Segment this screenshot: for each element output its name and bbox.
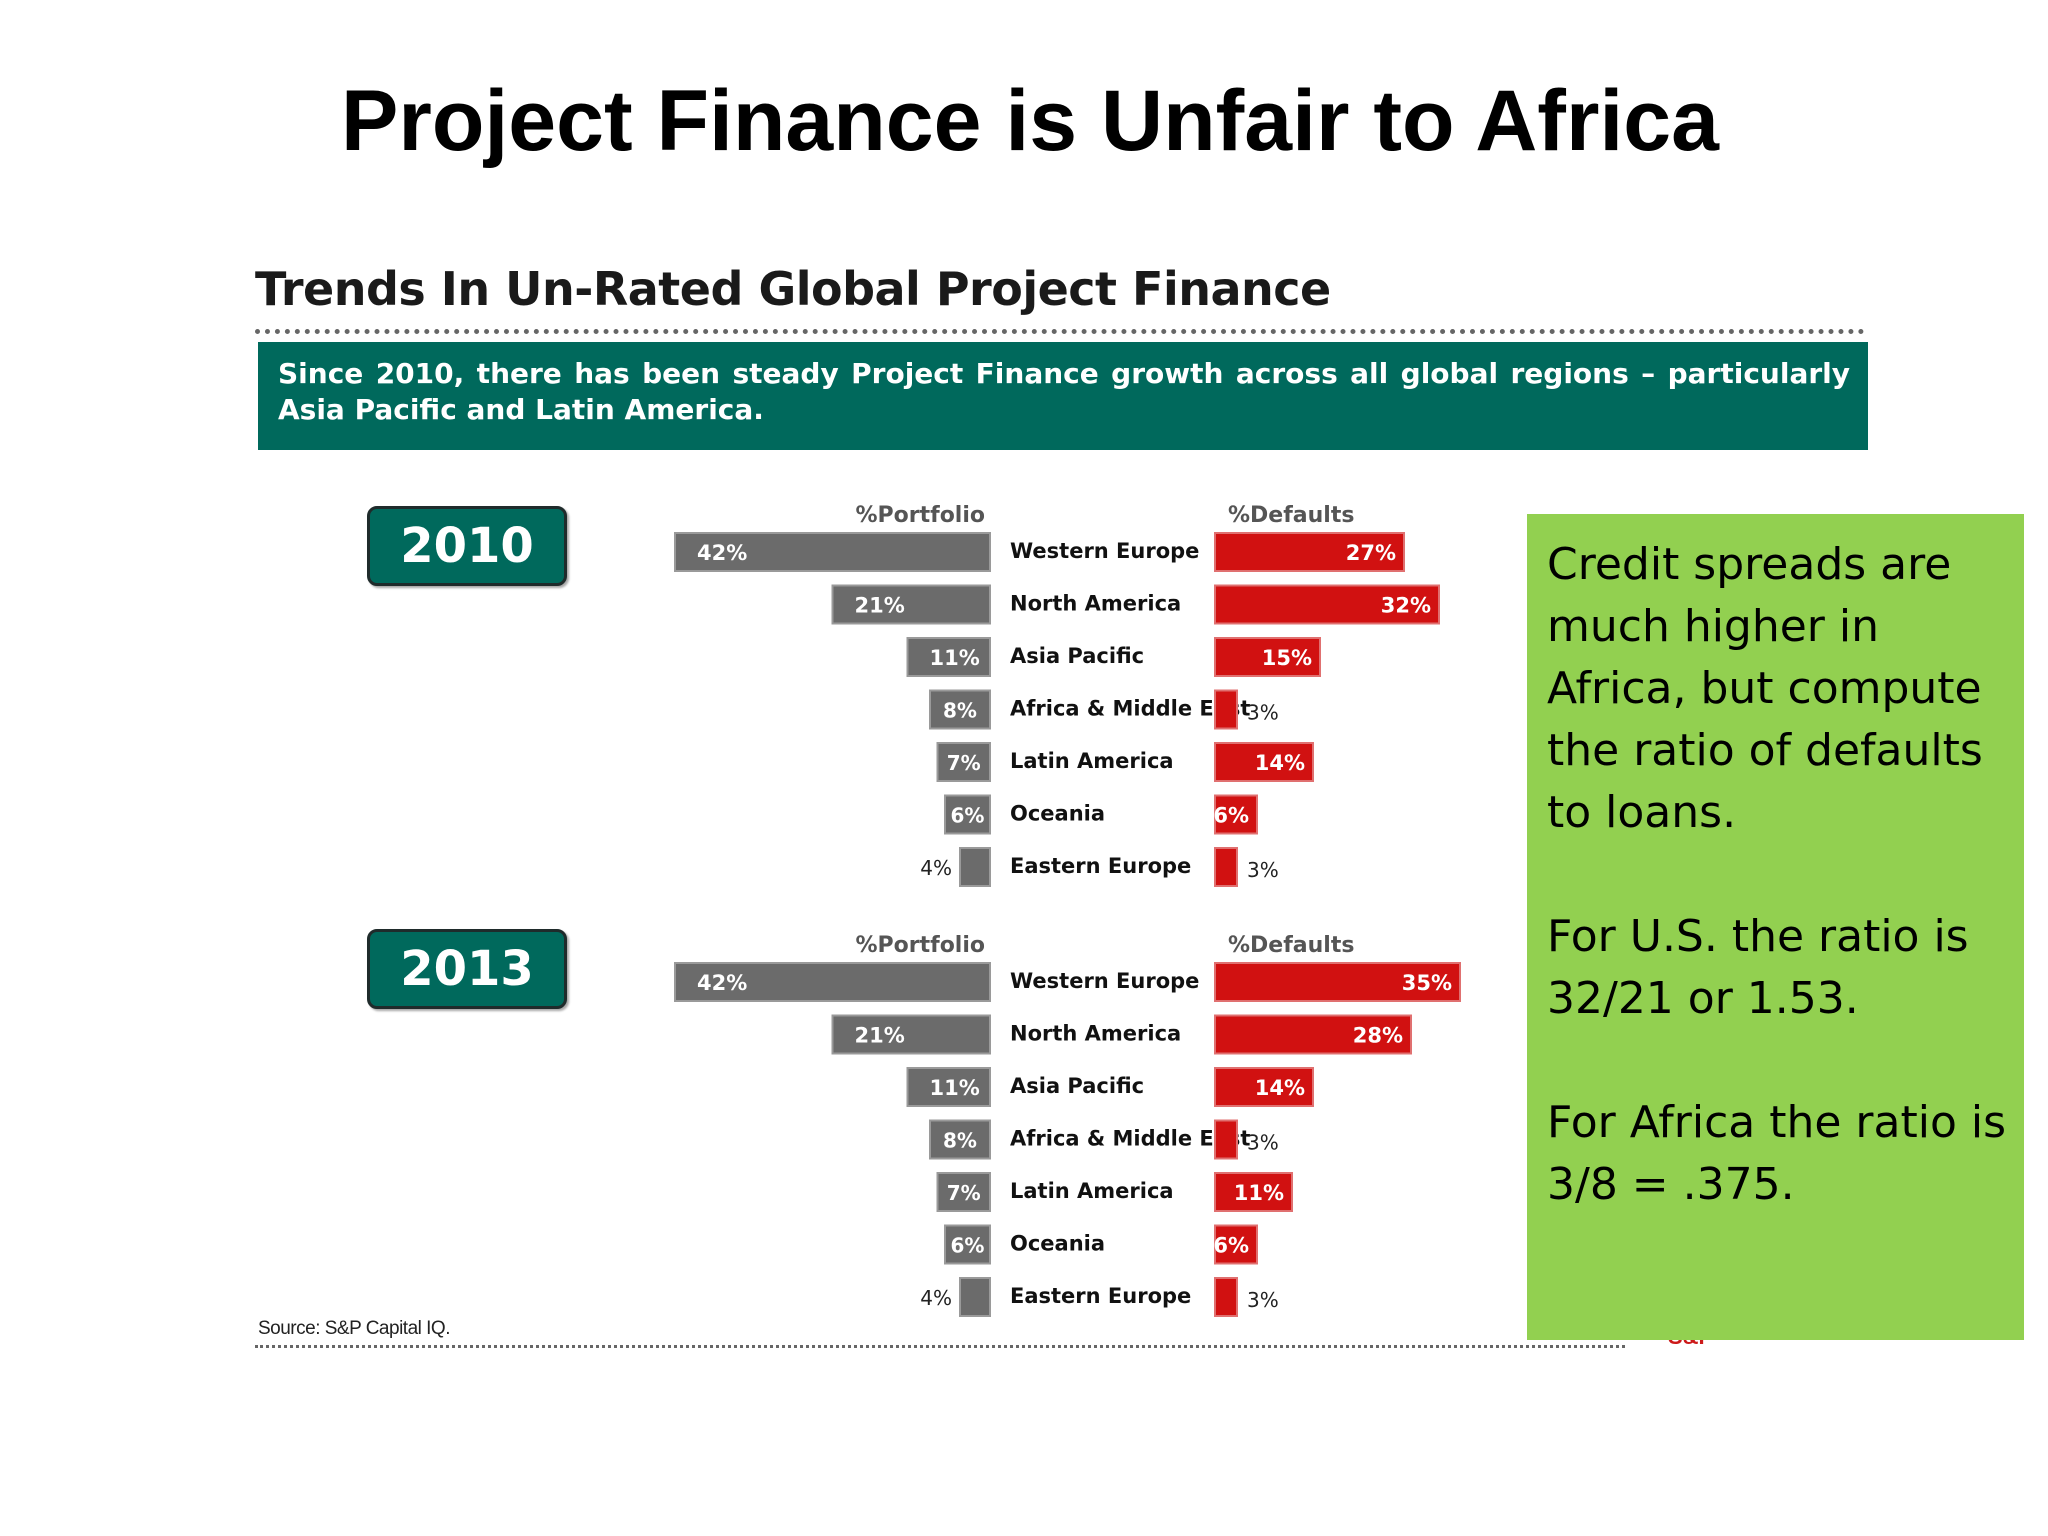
portfolio-bar (959, 847, 991, 887)
portfolio-bar (936, 742, 991, 782)
portfolio-bar (929, 1119, 991, 1160)
defaults-bar (1214, 742, 1314, 782)
defaults-bar (1214, 794, 1258, 835)
commentary-paragraph-2: For U.S. the ratio is 32/21 or 1.53. (1547, 911, 1969, 1024)
portfolio-bar (831, 1014, 991, 1055)
defaults-bar (1214, 962, 1461, 1002)
portfolio-header: %Portfolio (855, 933, 985, 958)
region-label: Western Europe (1010, 969, 1199, 993)
region-label: Africa & Middle East (1010, 697, 1250, 721)
bottom-divider (255, 1345, 1625, 1348)
portfolio-value-label: 4% (920, 1286, 952, 1310)
portfolio-bar (944, 1224, 991, 1265)
defaults-bar (1214, 1014, 1412, 1055)
portfolio-value-label: 21% (855, 594, 905, 618)
portfolio-bar (906, 637, 991, 677)
summary-banner: Since 2010, there has been steady Projec… (258, 342, 1868, 450)
defaults-value-label: 35% (1402, 971, 1452, 995)
defaults-value-label: 3% (1247, 1288, 1279, 1312)
defaults-value-label: 11% (1234, 1181, 1284, 1205)
portfolio-value-label: 21% (855, 1024, 905, 1048)
defaults-bar (1214, 532, 1405, 572)
top-divider (255, 329, 1865, 334)
portfolio-bar (944, 794, 991, 835)
defaults-bar (1214, 847, 1238, 887)
defaults-bar (1214, 637, 1321, 677)
defaults-bar (1214, 1277, 1238, 1317)
portfolio-bar (906, 1067, 991, 1107)
commentary-box: Credit spreads are much higher in Africa… (1527, 514, 2024, 1340)
portfolio-value-label: 42% (697, 971, 747, 995)
portfolio-value-label: 42% (697, 541, 747, 565)
region-label: Eastern Europe (1010, 1284, 1191, 1308)
portfolio-value-label: 6% (951, 804, 985, 828)
region-label: North America (1010, 1022, 1181, 1046)
portfolio-value-label: 11% (930, 646, 980, 670)
portfolio-value-label: 7% (947, 1181, 981, 1205)
defaults-value-label: 27% (1346, 541, 1396, 565)
year-badge-2013: 2013 (367, 929, 567, 1009)
defaults-value-label: 6% (1213, 1234, 1249, 1258)
defaults-bar (1214, 689, 1238, 730)
defaults-bar (1214, 1067, 1314, 1107)
region-label: Oceania (1010, 802, 1105, 826)
defaults-bar (1214, 1224, 1258, 1265)
slide-title: Project Finance is Unfair to Africa (341, 73, 1719, 169)
defaults-value-label: 3% (1247, 701, 1279, 725)
portfolio-bar (674, 532, 991, 572)
commentary-paragraph-1: Credit spreads are much higher in Africa… (1547, 539, 1983, 838)
defaults-header: %Defaults (1228, 503, 1354, 528)
defaults-header: %Defaults (1228, 933, 1354, 958)
portfolio-bar (831, 584, 991, 625)
region-label: Latin America (1010, 1179, 1174, 1203)
portfolio-bar (929, 689, 991, 730)
defaults-value-label: 32% (1381, 594, 1431, 618)
portfolio-value-label: 4% (920, 856, 952, 880)
portfolio-value-label: 8% (943, 699, 977, 723)
portfolio-bar (959, 1277, 991, 1317)
region-label: Latin America (1010, 749, 1174, 773)
commentary-paragraph-3: For Africa the ratio is 3/8 = .375. (1547, 1097, 2006, 1210)
defaults-bar (1214, 1119, 1238, 1160)
region-label: Oceania (1010, 1232, 1105, 1256)
defaults-value-label: 15% (1262, 646, 1312, 670)
defaults-value-label: 14% (1255, 1076, 1305, 1100)
portfolio-value-label: 6% (951, 1234, 985, 1258)
region-label: North America (1010, 592, 1181, 616)
region-label: Eastern Europe (1010, 854, 1191, 878)
region-label: Asia Pacific (1010, 644, 1144, 668)
region-label: Asia Pacific (1010, 1074, 1144, 1098)
defaults-value-label: 6% (1213, 804, 1249, 828)
defaults-value-label: 3% (1247, 1131, 1279, 1155)
defaults-value-label: 3% (1247, 858, 1279, 882)
portfolio-value-label: 8% (943, 1129, 977, 1153)
defaults-value-label: 28% (1353, 1024, 1403, 1048)
portfolio-value-label: 11% (930, 1076, 980, 1100)
source-note: Source: S&P Capital IQ. (258, 1318, 450, 1339)
portfolio-bar (936, 1172, 991, 1212)
year-badge-2010: 2010 (367, 506, 567, 586)
portfolio-header: %Portfolio (855, 503, 985, 528)
region-label: Western Europe (1010, 539, 1199, 563)
portfolio-bar (674, 962, 991, 1002)
chart-title: Trends In Un-Rated Global Project Financ… (255, 262, 1331, 316)
defaults-bar (1214, 1172, 1293, 1212)
defaults-bar (1214, 584, 1440, 625)
portfolio-value-label: 7% (947, 751, 981, 775)
defaults-value-label: 14% (1255, 751, 1305, 775)
region-label: Africa & Middle East (1010, 1127, 1250, 1151)
